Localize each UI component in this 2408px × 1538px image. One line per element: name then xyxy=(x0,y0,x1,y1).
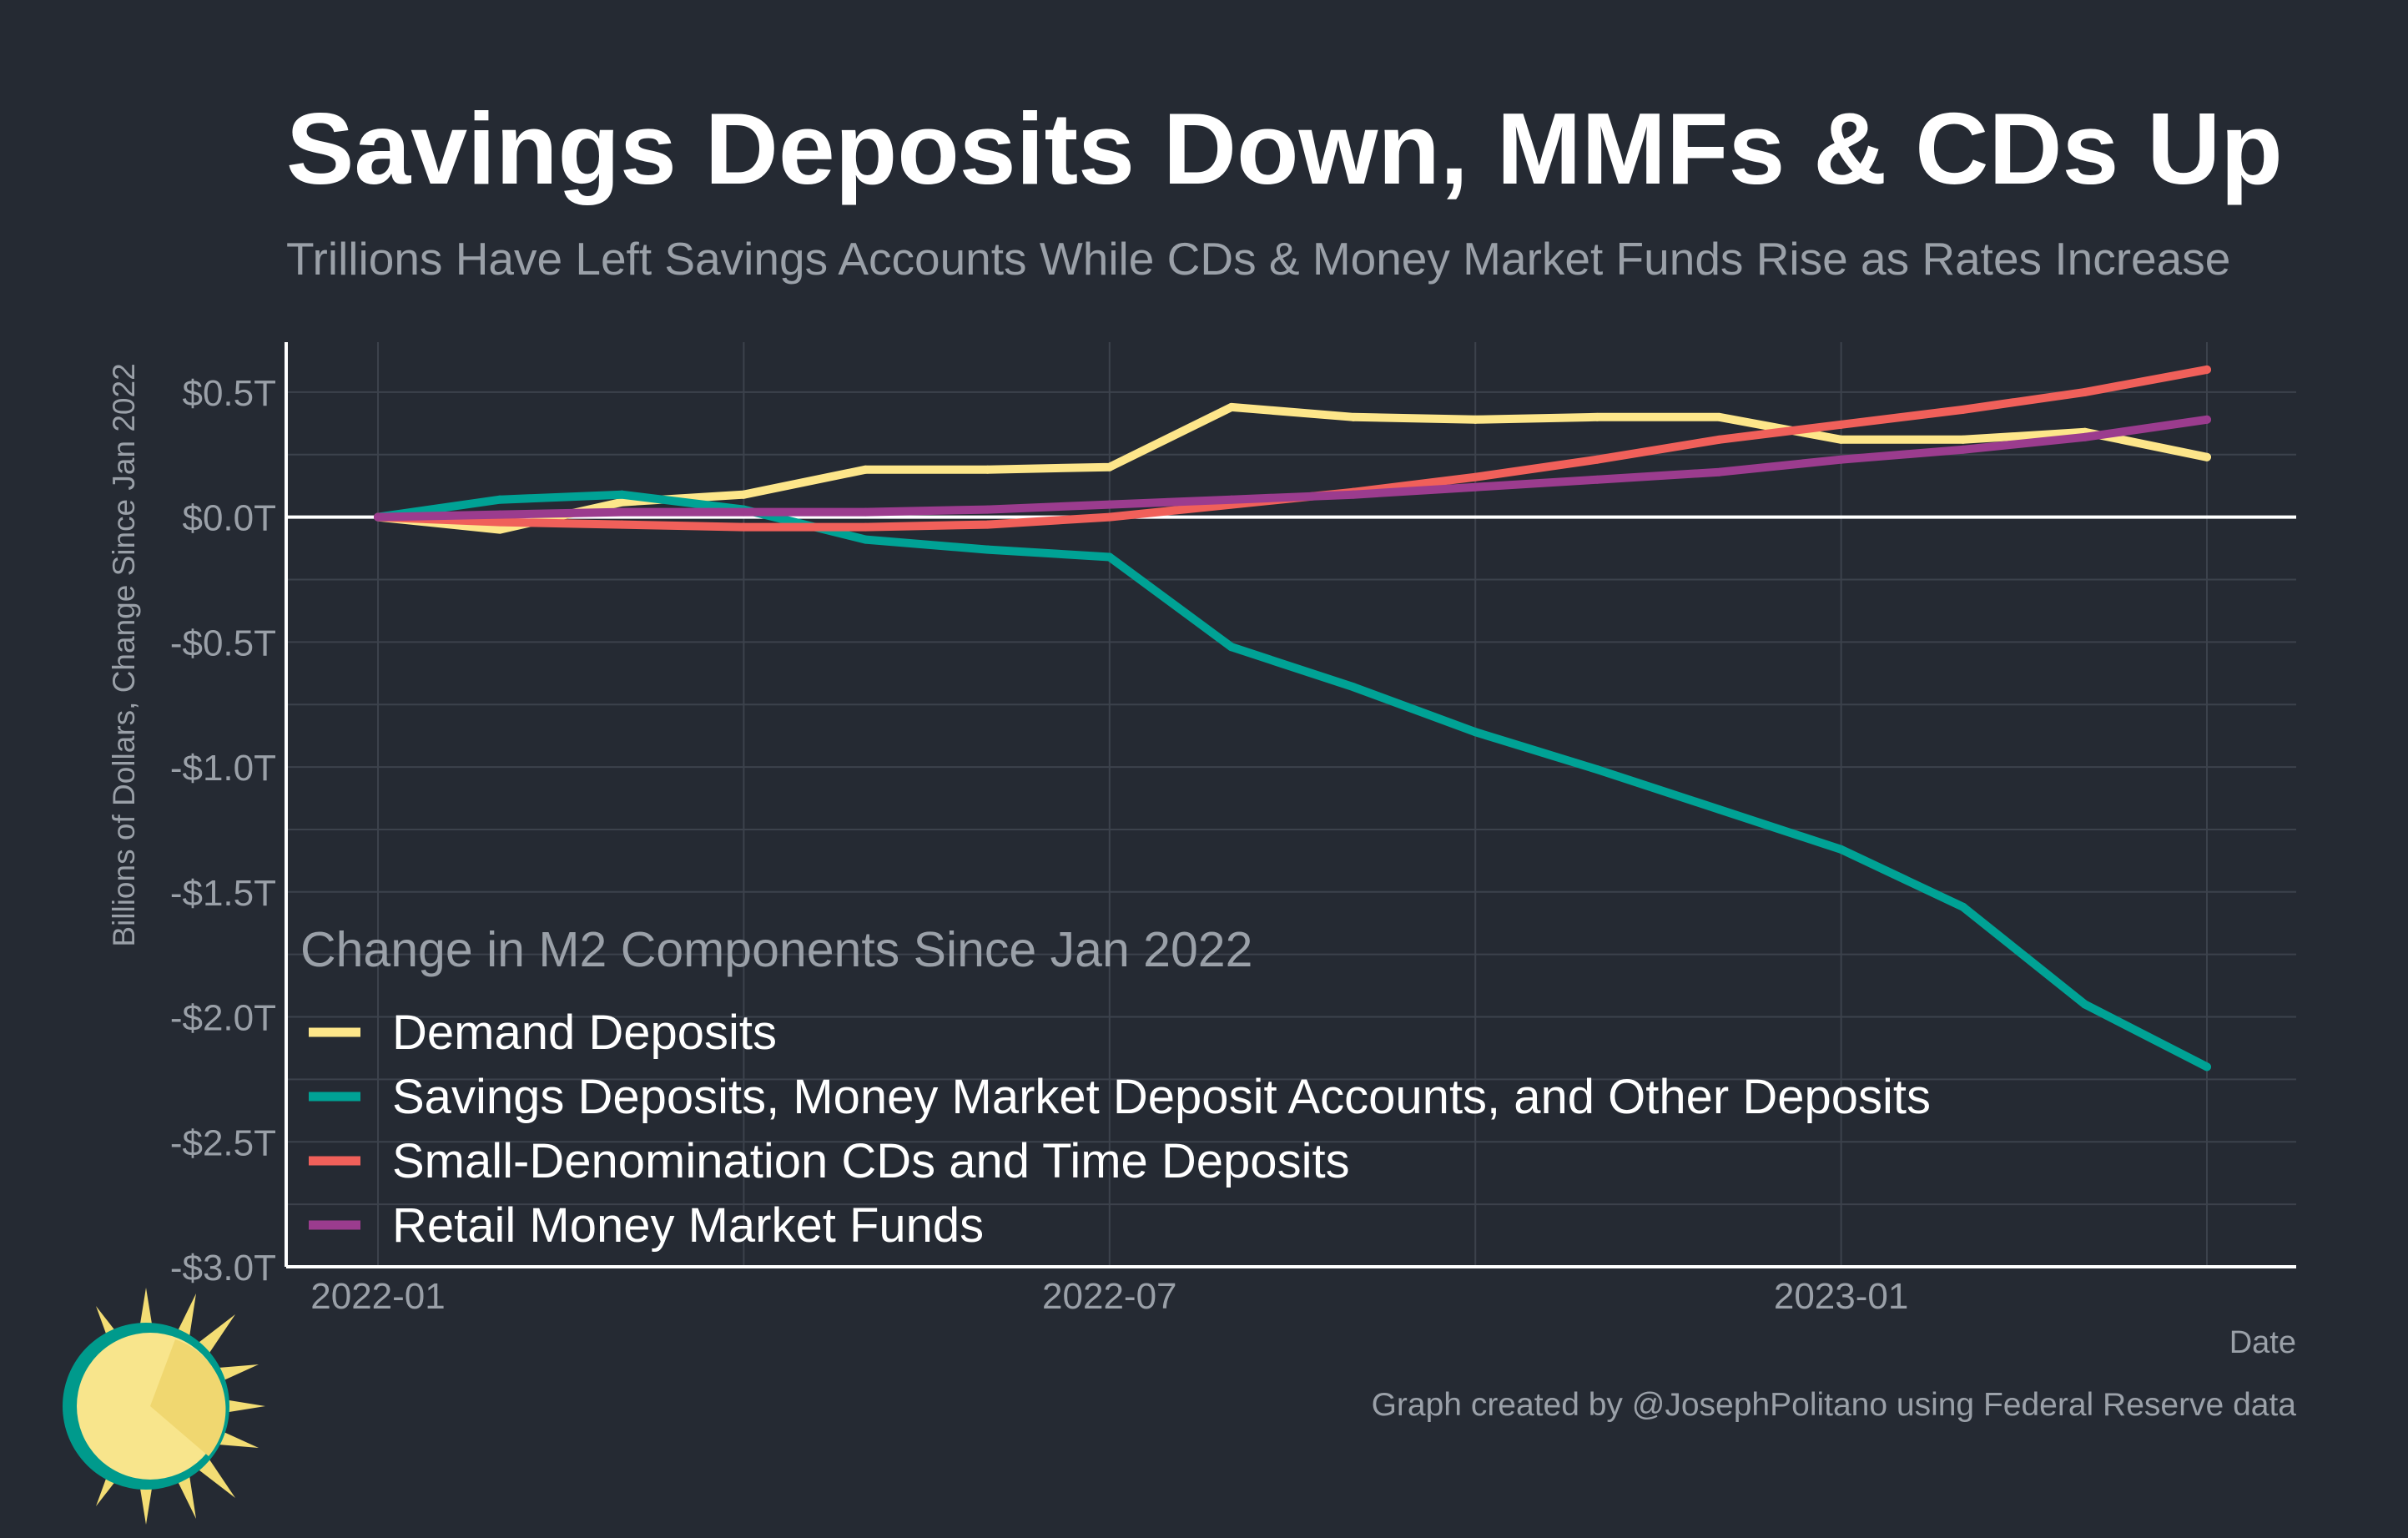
data-point xyxy=(1471,472,1480,482)
data-point xyxy=(2203,415,2211,424)
data-point xyxy=(1715,435,1724,444)
axes: $0.5T $0.0T -$0.5T -$1.0T -$1.5T -$2.0T -$2.5T… xyxy=(107,342,2296,1360)
data-point xyxy=(374,512,382,522)
data-point xyxy=(496,517,505,527)
y-axis-title: Billions of Dollars, Change Since Jan 20… xyxy=(107,363,141,946)
data-point xyxy=(496,525,505,534)
data-point xyxy=(617,490,627,499)
series-line xyxy=(374,490,2211,1072)
series-lines xyxy=(374,365,2211,1072)
data-point xyxy=(1105,552,1114,562)
y-tick-label: $0.5T xyxy=(182,373,276,414)
data-point xyxy=(496,510,505,519)
data-point xyxy=(1958,902,1967,911)
data-point xyxy=(1593,412,1602,421)
chart-subtitle: Trillions Have Left Savings Accounts Whi… xyxy=(286,233,2231,285)
data-point xyxy=(861,535,870,544)
data-point xyxy=(1105,500,1114,509)
series-line xyxy=(374,415,2211,522)
grid xyxy=(286,342,2296,1268)
data-point xyxy=(496,495,505,504)
data-point xyxy=(1349,490,1358,499)
legend: Change in M2 Components Since Jan 2022 De… xyxy=(300,922,1931,1253)
data-point xyxy=(2080,387,2089,396)
data-point xyxy=(1593,455,1602,464)
data-point xyxy=(617,507,627,517)
data-point xyxy=(1349,683,1358,692)
legend-label: Small-Denomination CDs and Time Deposits xyxy=(392,1134,1350,1188)
chart-title: Savings Deposits Down, MMFs & CDs Up xyxy=(286,92,2283,205)
data-point xyxy=(1715,804,1724,814)
data-point xyxy=(2203,1062,2211,1072)
legend-label: Retail Money Market Funds xyxy=(392,1198,984,1253)
data-point xyxy=(2203,452,2211,461)
y-tick-label: -$1.5T xyxy=(170,873,276,914)
data-point xyxy=(983,465,992,474)
data-point xyxy=(1349,412,1358,421)
y-tick-label: -$0.5T xyxy=(170,623,276,663)
source-caption: Graph created by @JosephPolitano using F… xyxy=(1371,1387,2296,1423)
y-tick-label: -$2.5T xyxy=(170,1122,276,1163)
data-point xyxy=(1471,482,1480,492)
data-point xyxy=(1227,495,1236,504)
data-point xyxy=(1715,467,1724,477)
data-point xyxy=(1958,405,1967,414)
data-point xyxy=(1836,420,1846,429)
data-point xyxy=(617,497,627,507)
y-tick-label: -$3.0T xyxy=(170,1248,276,1288)
series-2 xyxy=(374,490,2211,1072)
data-point xyxy=(2080,1000,2089,1009)
data-point xyxy=(983,505,992,514)
data-point xyxy=(861,507,870,517)
data-point xyxy=(861,522,870,532)
series-4 xyxy=(374,415,2211,522)
y-tick-label: $0.0T xyxy=(182,498,276,539)
data-point xyxy=(2203,365,2211,374)
data-point xyxy=(2080,432,2089,441)
data-point xyxy=(739,522,748,532)
y-tick-label: -$2.0T xyxy=(170,998,276,1039)
data-point xyxy=(1958,445,1967,454)
legend-label: Demand Deposits xyxy=(392,1006,777,1060)
data-point xyxy=(1471,728,1480,737)
data-point xyxy=(617,520,627,529)
data-point xyxy=(1958,435,1967,444)
x-tick-label: 2022-07 xyxy=(1042,1276,1176,1317)
data-point xyxy=(1227,643,1236,652)
x-tick-label: 2023-01 xyxy=(1774,1276,1908,1317)
data-point xyxy=(1836,435,1846,444)
data-point xyxy=(1593,475,1602,484)
data-point xyxy=(1105,512,1114,522)
x-axis-title: Date xyxy=(2229,1325,2296,1360)
data-point xyxy=(1105,462,1114,471)
y-tick-label: -$1.0T xyxy=(170,748,276,789)
data-point xyxy=(983,520,992,529)
legend-title: Change in M2 Components Since Jan 2022 xyxy=(300,922,1252,977)
data-point xyxy=(1836,845,1846,854)
data-point xyxy=(1836,455,1846,464)
data-point xyxy=(739,490,748,499)
data-point xyxy=(983,545,992,554)
data-point xyxy=(1593,765,1602,774)
legend-label: Savings Deposits, Money Market Deposit A… xyxy=(392,1070,1931,1124)
data-point xyxy=(1715,412,1724,421)
data-point xyxy=(1227,402,1236,411)
data-point xyxy=(861,465,870,474)
sun-logo-icon xyxy=(63,1288,265,1525)
data-point xyxy=(739,507,748,517)
x-tick-label: 2022-01 xyxy=(310,1276,445,1317)
data-point xyxy=(1471,415,1480,424)
